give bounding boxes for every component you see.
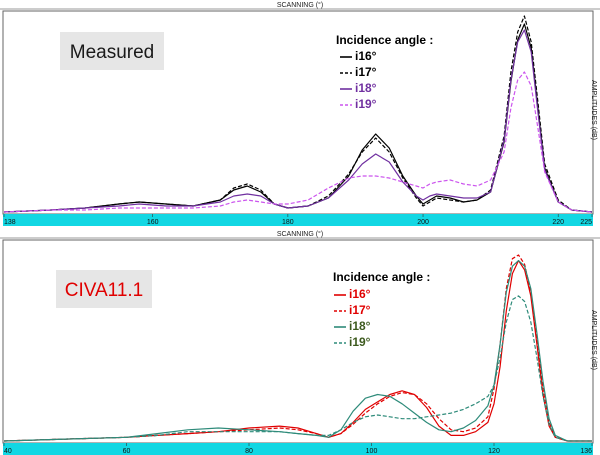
x-axis-ticks: 40 60 80 100 120 136 bbox=[3, 443, 593, 455]
y-axis-label: AMPLITUDES (dB) bbox=[590, 310, 597, 370]
series-layer bbox=[3, 254, 592, 442]
series-line-2 bbox=[3, 260, 592, 442]
legend-label: i17° bbox=[349, 303, 371, 317]
series-line-1 bbox=[3, 254, 592, 442]
y-axis-label: AMPLITUDES (dB) bbox=[590, 80, 597, 140]
dataset-badge-label: CIVA11.1 bbox=[65, 280, 144, 301]
scanning-header: SCANNING (°) bbox=[277, 1, 323, 9]
dataset-badge bbox=[56, 270, 152, 308]
panel-measured: SCANNING (°) 138 160 180 200 220 225 AMPLITUD… bbox=[0, 0, 600, 226]
x-tick-label: 100 bbox=[366, 448, 378, 455]
legend-label: i16° bbox=[355, 49, 377, 63]
legend-label: i16° bbox=[349, 287, 371, 301]
x-axis-band bbox=[3, 214, 593, 226]
legend: i16° i17° i18° i19° bbox=[340, 49, 377, 111]
x-axis-ticks: 138 160 180 200 220 225 bbox=[3, 214, 593, 226]
legend-label: i18° bbox=[355, 81, 377, 95]
x-tick-label: 120 bbox=[488, 448, 500, 455]
series-layer bbox=[3, 15, 593, 213]
panel-civa: SCANNING (°) 40 60 80 100 120 136 AMPLITUDES … bbox=[0, 229, 600, 455]
x-tick-label: 136 bbox=[580, 448, 592, 455]
x-tick-label: 60 bbox=[123, 448, 131, 455]
dataset-badge-label: Measured bbox=[70, 42, 155, 63]
legend-label: i18° bbox=[349, 319, 371, 333]
legend-label: i19° bbox=[355, 97, 377, 111]
x-tick-label: 200 bbox=[417, 219, 429, 226]
legend: i16° i17° i18° i19° bbox=[334, 287, 371, 349]
series-line-2 bbox=[3, 29, 593, 213]
legend-label: i17° bbox=[355, 65, 377, 79]
series-line-3 bbox=[3, 295, 592, 442]
series-line-3 bbox=[3, 71, 593, 213]
dataset-badge bbox=[60, 32, 164, 70]
x-tick-label: 180 bbox=[282, 219, 294, 226]
legend-title: Incidence angle : bbox=[333, 270, 430, 284]
legend-label: i19° bbox=[349, 335, 371, 349]
x-tick-label: 80 bbox=[245, 448, 253, 455]
x-tick-label: 160 bbox=[147, 219, 159, 226]
x-tick-label: 225 bbox=[580, 219, 592, 226]
x-axis-band bbox=[3, 443, 593, 455]
x-tick-label: 40 bbox=[4, 448, 12, 455]
x-tick-label: 220 bbox=[552, 219, 564, 226]
x-tick-label: 138 bbox=[4, 219, 16, 226]
legend-title: Incidence angle : bbox=[336, 33, 433, 47]
scanning-header: SCANNING (°) bbox=[277, 230, 323, 238]
panel-background bbox=[0, 229, 600, 455]
